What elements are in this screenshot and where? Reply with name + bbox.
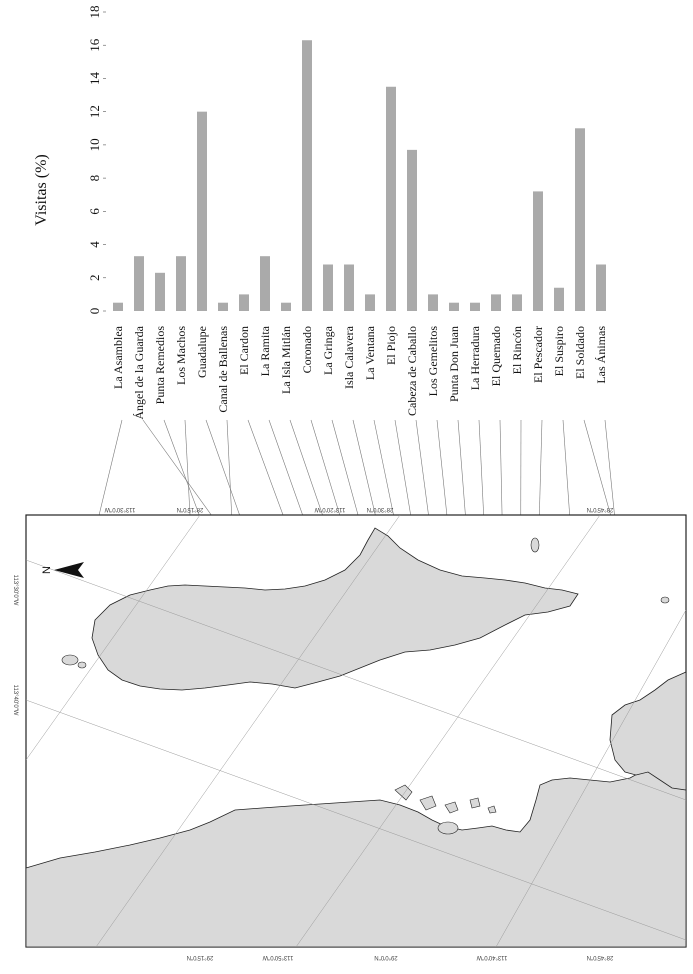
category-label: La Ventana [363,325,377,380]
graticule [25,514,687,948]
bar [197,111,207,312]
coordinate-label: 28°45'0"N [587,954,614,960]
category-label: El Quemado [489,326,503,386]
category-label: El Pescador [531,326,545,383]
category-label: El Cardon [237,326,251,375]
bar [134,256,144,311]
category-label: Coronado [300,326,314,373]
coordinate-label: 29°15'0"N [187,954,214,960]
coordinate-label: 113°20'0"W [314,506,345,512]
y-tick-label: 2 [87,275,102,282]
category-label: Los Gemelitos [426,326,440,397]
island-group [394,784,497,814]
y-tick-label: 14 [87,71,102,85]
coordinate-label: 113°50'0"W [262,954,293,960]
category-label: Las Ánimas [594,326,608,384]
y-tick-label: 10 [87,138,102,151]
bar [260,256,270,311]
bar [533,191,543,311]
coordinate-labels: 113°30'0"W 28°15'0"N 113°20'0"W 28°30'0"N 28… [12,506,613,960]
y-axis-label: Visitas (%) [33,154,50,225]
island-small [77,661,87,669]
category-label: El Suspiro [552,326,566,376]
island-small [437,821,459,835]
mainland-right [609,671,687,791]
coordinate-label: 113°40'0"W [12,685,18,716]
bar-chart: 0 2 4 6 8 10 12 14 16 18 La Asamblea Ángel de la G… [33,6,608,420]
bar [575,128,585,311]
coordinate-label: 28°30'0"N [367,506,394,512]
coordinate-label: 113°40'0"W [476,954,507,960]
y-tick-label: 0 [87,308,102,315]
island-angel-de-la-guarda [91,527,579,691]
category-label: La Gringa [321,325,335,375]
y-tick-label: 4 [87,241,102,248]
y-tick-label: 6 [87,208,102,215]
category-label: El Rincón [510,326,524,374]
bar [218,302,228,311]
coordinate-label: 113°30'0"W [12,575,18,606]
category-label: La Ramita [258,325,272,376]
category-label: Isla Calavera [342,325,356,389]
category-label: Punta Don Juan [447,326,461,402]
island-small [530,537,540,553]
category-label: El Piojo [384,326,398,365]
coordinate-label: 28°15'0"N [177,506,204,512]
bar [554,287,564,311]
map: N 113°30'0"W 28°15'0"N 113°20'0"W 28°30'0"N… [12,506,687,960]
category-label: La Herradura [468,325,482,390]
coordinate-label: 113°30'0"W [104,506,135,512]
north-label: N [41,566,53,574]
bar [428,294,438,311]
coordinate-label: 28°45'0"N [587,506,614,512]
category-label: El Soldado [573,326,587,379]
y-tick-label: 12 [87,105,102,118]
north-arrow-icon: N [41,562,84,578]
bar [176,256,186,311]
bar [407,149,417,311]
bar [344,264,354,311]
y-axis: 0 2 4 6 8 10 12 14 16 18 [87,6,106,315]
bar [470,302,480,311]
bars-group [113,40,606,312]
bar [281,302,291,311]
bar [113,302,123,311]
category-label: Guadalupe [195,326,209,378]
category-label: Ángel de la Guarda [132,325,146,419]
category-label: La Isla Mitlán [279,326,293,394]
y-tick-label: 16 [87,38,102,52]
bar [323,264,333,311]
island-small [660,596,670,604]
bar [449,302,459,311]
bar [239,294,249,311]
category-label: Punta Remedios [153,326,167,405]
y-tick-label: 8 [87,175,102,182]
category-label: Cabeza de Caballo [405,326,419,416]
category-labels: La Asamblea Ángel de la Guarda Punta Remed… [111,325,608,419]
category-label: Canal de Ballenas [216,326,230,413]
island-small [61,654,79,666]
y-tick-label: 18 [87,6,102,19]
category-label: La Asamblea [111,325,125,389]
bar [365,294,375,311]
category-label: Los Machos [174,326,188,385]
bar [386,86,396,311]
bar [302,40,312,311]
bar [491,294,501,311]
bar [155,272,165,311]
bar [512,294,522,311]
bar [596,264,606,311]
coordinate-label: 29°0'0"N [374,954,397,960]
